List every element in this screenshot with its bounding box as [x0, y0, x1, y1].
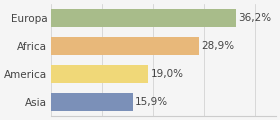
Bar [52, 9, 236, 27]
Bar [52, 37, 199, 55]
Text: 19,0%: 19,0% [151, 69, 184, 79]
Bar [52, 93, 132, 111]
Text: 36,2%: 36,2% [239, 13, 272, 23]
Bar [52, 65, 148, 83]
Text: 15,9%: 15,9% [135, 97, 168, 107]
Text: 28,9%: 28,9% [201, 41, 235, 51]
